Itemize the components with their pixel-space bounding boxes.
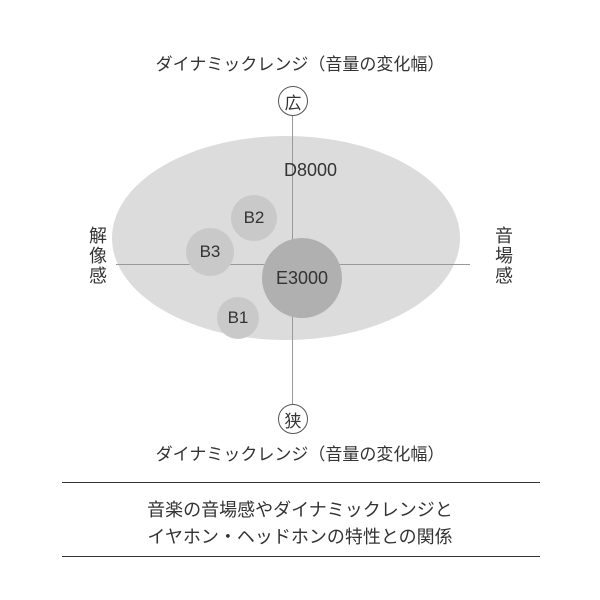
bubble-b2: B2 [231,195,277,241]
caption-rule-top [62,482,540,483]
axis-title-top: ダイナミックレンジ（音量の変化幅） [156,50,445,75]
axis-top-marker-label: 広 [285,89,302,114]
label-d8000: D8000 [284,160,337,181]
axis-bottom-marker: 狭 [278,404,308,434]
axis-top-marker: 広 [278,86,308,116]
axis-title-bottom: ダイナミックレンジ（音量の変化幅） [156,440,445,465]
bubble-b1: B1 [217,297,259,339]
caption-line-2: イヤホン・ヘッドホンの特性との関係 [147,527,452,547]
bubble-e3000: E3000 [262,238,342,318]
axis-bottom-marker-label: 狭 [285,407,302,432]
bubble-b3: B3 [186,228,234,276]
caption-rule-bottom [62,556,540,557]
caption: 音楽の音場感やダイナミックレンジと イヤホン・ヘッドホンの特性との関係 [0,497,600,551]
diagram-canvas: 広 狭 ダイナミックレンジ（音量の変化幅） ダイナミックレンジ（音量の変化幅） … [0,0,600,600]
caption-line-1: 音楽の音場感やダイナミックレンジと [147,500,453,520]
axis-label-right: 音場感 [490,226,516,286]
axis-label-left: 解像感 [84,226,110,286]
